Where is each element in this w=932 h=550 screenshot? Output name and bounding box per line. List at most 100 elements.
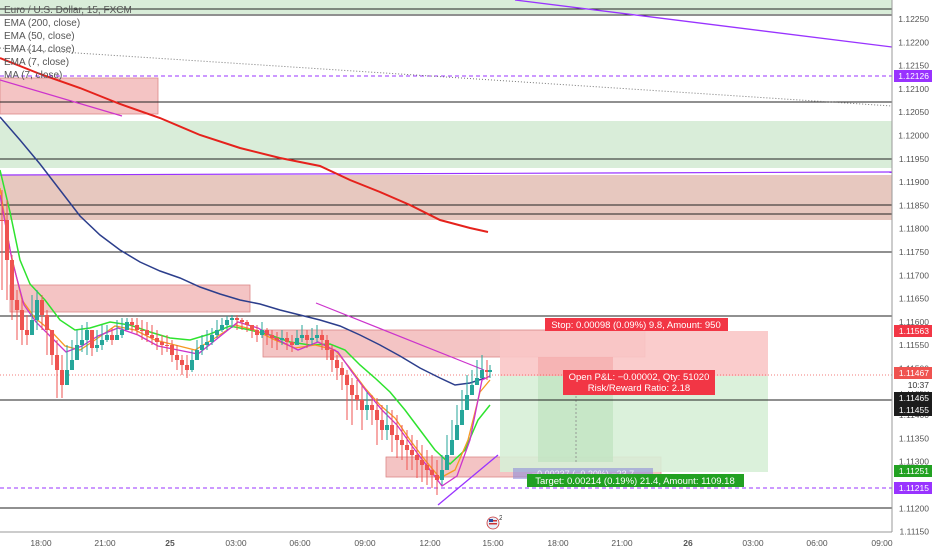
legend-ma7[interactable]: MA (7, close) xyxy=(4,70,63,81)
candle-body xyxy=(210,335,214,342)
candle-body xyxy=(275,338,279,340)
candle-body xyxy=(145,330,149,335)
price-tick: 1.12150 xyxy=(898,61,929,71)
candle-body xyxy=(260,330,264,335)
candle-body xyxy=(135,325,139,330)
candle-body xyxy=(420,460,424,465)
candle-body xyxy=(235,318,239,320)
candle-body xyxy=(360,400,364,410)
price-badge-label: 1.11251 xyxy=(899,466,929,476)
legend-ema7[interactable]: EMA (7, close) xyxy=(4,57,70,68)
trendline-mid xyxy=(315,302,485,371)
candle-body xyxy=(365,405,369,410)
candle-body xyxy=(5,220,9,260)
candle-body xyxy=(335,360,339,368)
price-tick: 1.12100 xyxy=(898,84,929,94)
candle-body xyxy=(435,475,439,480)
candle-body xyxy=(120,330,124,335)
candle-body xyxy=(475,378,479,385)
candle-body xyxy=(245,322,249,325)
price-tick: 1.11750 xyxy=(899,247,929,257)
candle-body xyxy=(445,455,449,470)
time-tick: 21:00 xyxy=(94,538,116,548)
time-tick: 06:00 xyxy=(806,538,828,548)
candle-body xyxy=(488,370,492,372)
candle-body xyxy=(40,300,44,315)
purple-level xyxy=(0,171,893,176)
candle-body xyxy=(110,335,114,340)
candle-body xyxy=(405,445,409,450)
price-badge-label: 1.12126 xyxy=(898,71,929,81)
price-badge-dashed xyxy=(894,482,932,494)
candle-body xyxy=(270,335,274,338)
candle-body xyxy=(25,330,29,335)
candle-body xyxy=(230,318,234,320)
candle-body xyxy=(180,360,184,365)
candle-body xyxy=(10,260,14,300)
candle-body xyxy=(485,370,489,372)
price-tick: 1.11850 xyxy=(899,200,929,210)
price-badge-label: 1.11215 xyxy=(899,483,929,493)
rr-label: Risk/Reward Ratio: 2.18 xyxy=(588,383,690,394)
candle-body xyxy=(90,330,94,348)
candle-body xyxy=(470,385,474,395)
candle-body xyxy=(105,335,109,340)
legend-ema50[interactable]: EMA (50, close) xyxy=(4,31,75,42)
price-badge-label: 1.11467 xyxy=(899,368,929,378)
time-tick: 18:00 xyxy=(30,538,52,548)
candle-body xyxy=(385,425,389,430)
candle-body xyxy=(375,410,379,420)
ema200-line xyxy=(0,57,489,233)
candle-body xyxy=(45,315,49,330)
price-tick: 1.12200 xyxy=(898,37,929,47)
candle-body xyxy=(65,370,69,385)
candle-body xyxy=(295,338,299,345)
candle-body xyxy=(20,310,24,330)
candle-body xyxy=(450,440,454,455)
time-tick: 15:00 xyxy=(482,538,504,548)
symbol-title[interactable]: Euro / U.S. Dollar, 15, FXCM xyxy=(4,5,132,16)
time-axis xyxy=(0,533,892,550)
target-label: Target: 0.00214 (0.19%) 21.4, Amount: 11… xyxy=(535,476,734,487)
candle-body xyxy=(465,395,469,410)
stop-label-box: Stop: 0.00098 (0.09%) 9.8, Amount: 950 xyxy=(545,318,728,331)
price-tick: 1.11550 xyxy=(899,340,929,350)
candle-body xyxy=(125,322,129,330)
candle-body xyxy=(240,320,244,322)
flag-icon[interactable]: 2 xyxy=(486,514,502,530)
price-badge-countdown xyxy=(894,379,932,391)
candle-body xyxy=(345,375,349,385)
price-tick: 1.11950 xyxy=(899,154,929,164)
price-axis-ticks: 1.12250 1.12200 1.12150 1.12100 1.12050 1.120… xyxy=(898,14,929,537)
price-badge-label: 10:37 xyxy=(908,380,930,390)
candle-body xyxy=(440,470,444,480)
candle-body xyxy=(130,322,134,325)
candle-body xyxy=(70,360,74,370)
candle-body xyxy=(280,338,284,340)
price-tick: 1.11350 xyxy=(899,433,929,443)
candle-body xyxy=(355,395,359,400)
candle-body xyxy=(285,338,289,342)
trendline-top xyxy=(514,0,893,48)
candle-body xyxy=(15,300,19,310)
price-tick: 1.11650 xyxy=(899,294,929,304)
time-tick: 03:00 xyxy=(742,538,764,548)
candle-body xyxy=(410,450,414,455)
price-tick: 1.11600 xyxy=(899,317,929,327)
price-tick: 1.11300 xyxy=(899,457,929,467)
price-tick: 1.11450 xyxy=(899,387,929,397)
candle-body xyxy=(0,220,4,221)
legend-ema200[interactable]: EMA (200, close) xyxy=(4,18,81,29)
candle-body xyxy=(255,330,259,335)
price-badge-label: 1.11563 xyxy=(899,326,929,336)
candle-body xyxy=(190,360,194,370)
price-tick: 1.11900 xyxy=(899,177,929,187)
time-tick: 03:00 xyxy=(225,538,247,548)
candle-body xyxy=(395,435,399,440)
legend-ema14[interactable]: EMA (14, close) xyxy=(4,44,75,55)
candle-body xyxy=(315,335,319,338)
stop-label: Stop: 0.00098 (0.09%) 9.8, Amount: 950 xyxy=(551,320,721,331)
time-tick: 21:00 xyxy=(611,538,633,548)
